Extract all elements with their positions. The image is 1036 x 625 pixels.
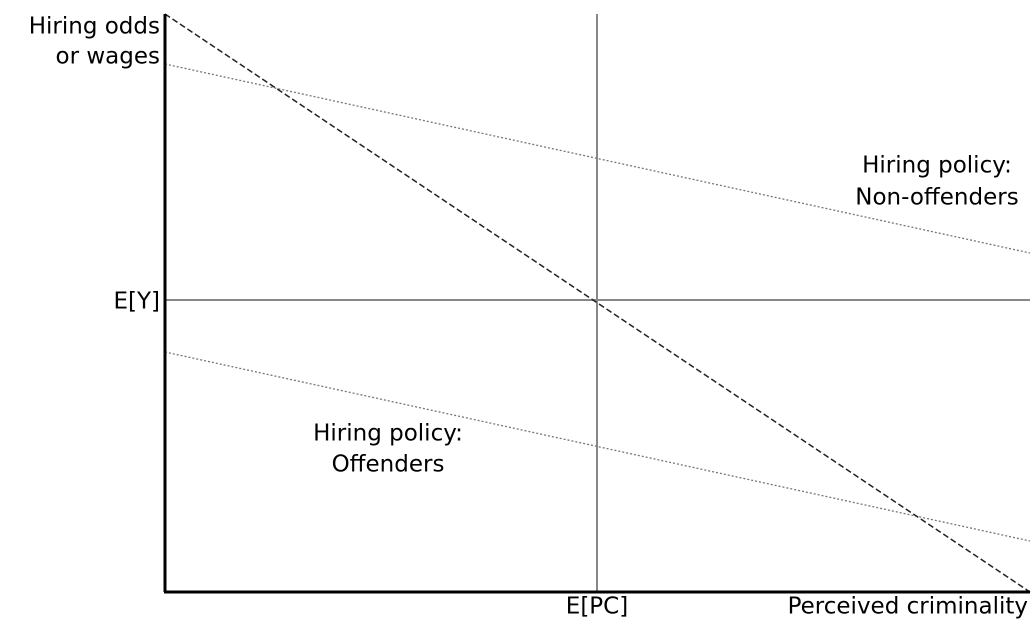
y-marker-label: E[Y]: [113, 289, 160, 315]
curve-label: Offenders: [332, 452, 445, 478]
non-offenders-policy-line: [164, 63, 1031, 254]
x-marker-label: E[PC]: [566, 594, 628, 620]
y-axis-label: Hiring odds: [29, 14, 160, 40]
y-axis-label: or wages: [56, 44, 160, 70]
x-axis-label: Perceived criminality: [788, 594, 1028, 620]
curve-label: Hiring policy:: [313, 421, 463, 447]
curve-label: Non-offenders: [855, 185, 1018, 211]
curve-label: Hiring policy:: [862, 153, 1012, 179]
offenders-policy-line: [164, 351, 1031, 542]
productivity-line: [164, 13, 1031, 593]
